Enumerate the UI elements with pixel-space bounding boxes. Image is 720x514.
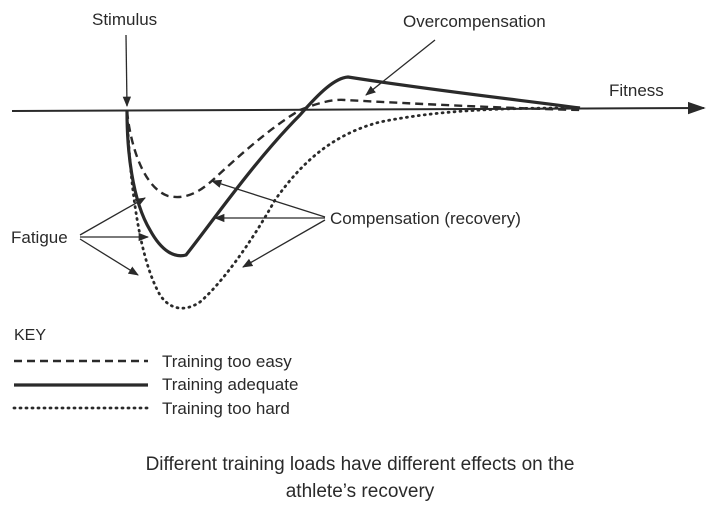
compensation-arrow-easy — [211, 179, 326, 218]
caption-line-2: athlete’s recovery — [286, 481, 435, 502]
key-label-adequate: Training adequate — [162, 375, 298, 394]
fatigue-label: Fatigue — [11, 228, 68, 247]
overcompensation-arrow — [365, 39, 436, 96]
compensation-arrow-hard — [242, 219, 326, 268]
curve-training-too-easy — [125, 98, 581, 199]
fitness-axis — [11, 101, 706, 115]
fatigue-arrow-hard — [79, 238, 139, 276]
key-label-too-easy: Training too easy — [162, 352, 292, 371]
compensation-label: Compensation (recovery) — [330, 209, 521, 228]
fatigue-arrow-easy — [79, 197, 146, 236]
stimulus-label: Stimulus — [92, 10, 157, 29]
curve-training-adequate — [125, 75, 581, 258]
curve-training-too-hard — [125, 106, 577, 310]
fitness-label: Fitness — [609, 81, 664, 100]
stimulus-arrow — [122, 34, 132, 108]
overcompensation-label: Overcompensation — [403, 12, 546, 31]
key-title: KEY — [14, 327, 46, 344]
key-label-too-hard: Training too hard — [162, 399, 290, 418]
caption-line-1: Different training loads have different … — [146, 454, 575, 475]
